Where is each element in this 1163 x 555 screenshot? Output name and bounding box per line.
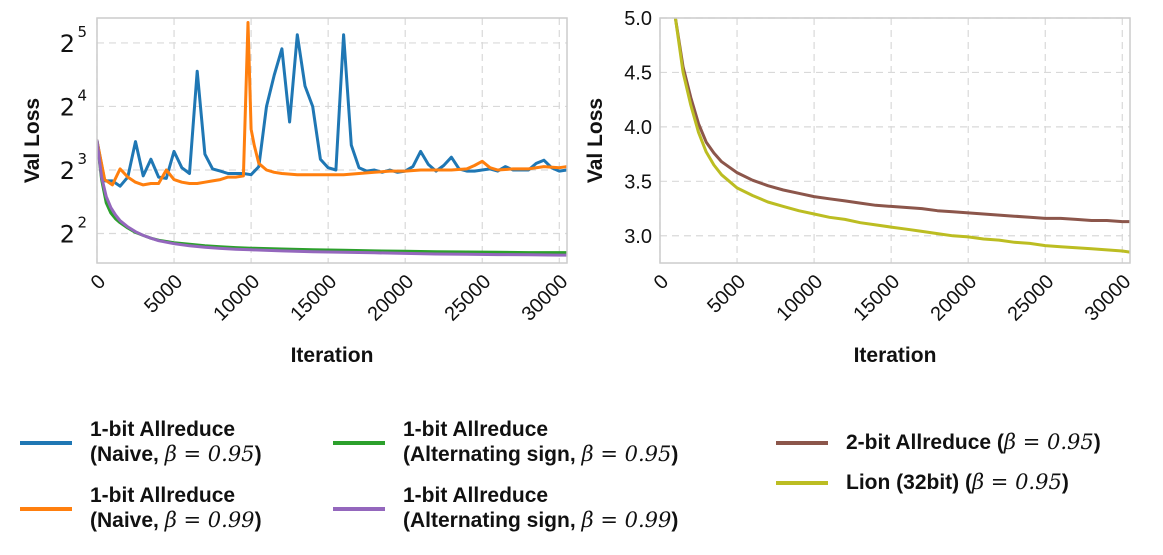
right-panel: 0 5000 10000 15000 20000 25000 30000 3.0 3.5 4.0 4… (584, 8, 1135, 367)
series-line-naive95 (97, 33, 567, 188)
x-tick-label: 0 (87, 271, 110, 294)
series-line-naive99 (97, 21, 567, 187)
x-tick-label: 15000 (286, 271, 341, 326)
x-tick-label: 15000 (849, 271, 904, 326)
x-tick-label: 20000 (926, 271, 981, 326)
y-tick-label: 4.5 (624, 62, 652, 84)
x-tick-label: 20000 (363, 271, 418, 326)
x-tick-label: 5000 (703, 271, 750, 318)
series-group (97, 21, 567, 257)
y-tick-exponent: 2 (77, 214, 87, 232)
y-tick-label: 5.0 (624, 8, 652, 30)
y-tick-label: 3.5 (624, 171, 652, 193)
x-tick-label: 5000 (140, 271, 187, 318)
y-tick-label: 2 (60, 30, 75, 58)
x-tick-label: 0 (650, 271, 673, 294)
y-tick-label: 3.0 (624, 226, 652, 248)
y-tick-label: 2 (60, 93, 75, 121)
plot-frame (659, 17, 1131, 264)
x-axis-label: Iteration (291, 344, 374, 367)
x-tick-label: 10000 (772, 271, 827, 326)
plot-frame (96, 17, 568, 264)
x-tick-label: 25000 (441, 271, 496, 326)
series-line-alt95 (97, 139, 567, 255)
y-tick-exponent: 5 (77, 23, 87, 41)
x-tick-label: 25000 (1004, 271, 1059, 326)
y-tick-label: 4.0 (624, 117, 652, 139)
x-tick-label: 10000 (209, 271, 264, 326)
y-tick-label: 2 (60, 157, 75, 185)
y-axis-label: Val Loss (21, 98, 44, 183)
x-axis-label: Iteration (854, 344, 937, 367)
series-group (673, 18, 1130, 254)
series-line-twobit (673, 18, 1130, 224)
x-tick-label: 30000 (1081, 271, 1136, 326)
y-axis-label: Val Loss (584, 98, 607, 183)
series-line-lion (673, 18, 1130, 254)
x-tick-label: 30000 (518, 271, 573, 326)
y-tick-exponent: 3 (77, 150, 87, 168)
series-line-alt99 (97, 139, 567, 257)
y-tick-label: 2 (60, 221, 75, 249)
y-tick-exponent: 4 (77, 86, 87, 104)
